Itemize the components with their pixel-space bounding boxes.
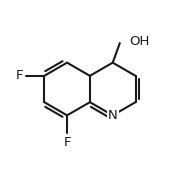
Text: N: N: [108, 109, 118, 122]
Text: F: F: [16, 69, 23, 82]
Text: OH: OH: [130, 35, 150, 48]
Text: F: F: [63, 136, 71, 149]
